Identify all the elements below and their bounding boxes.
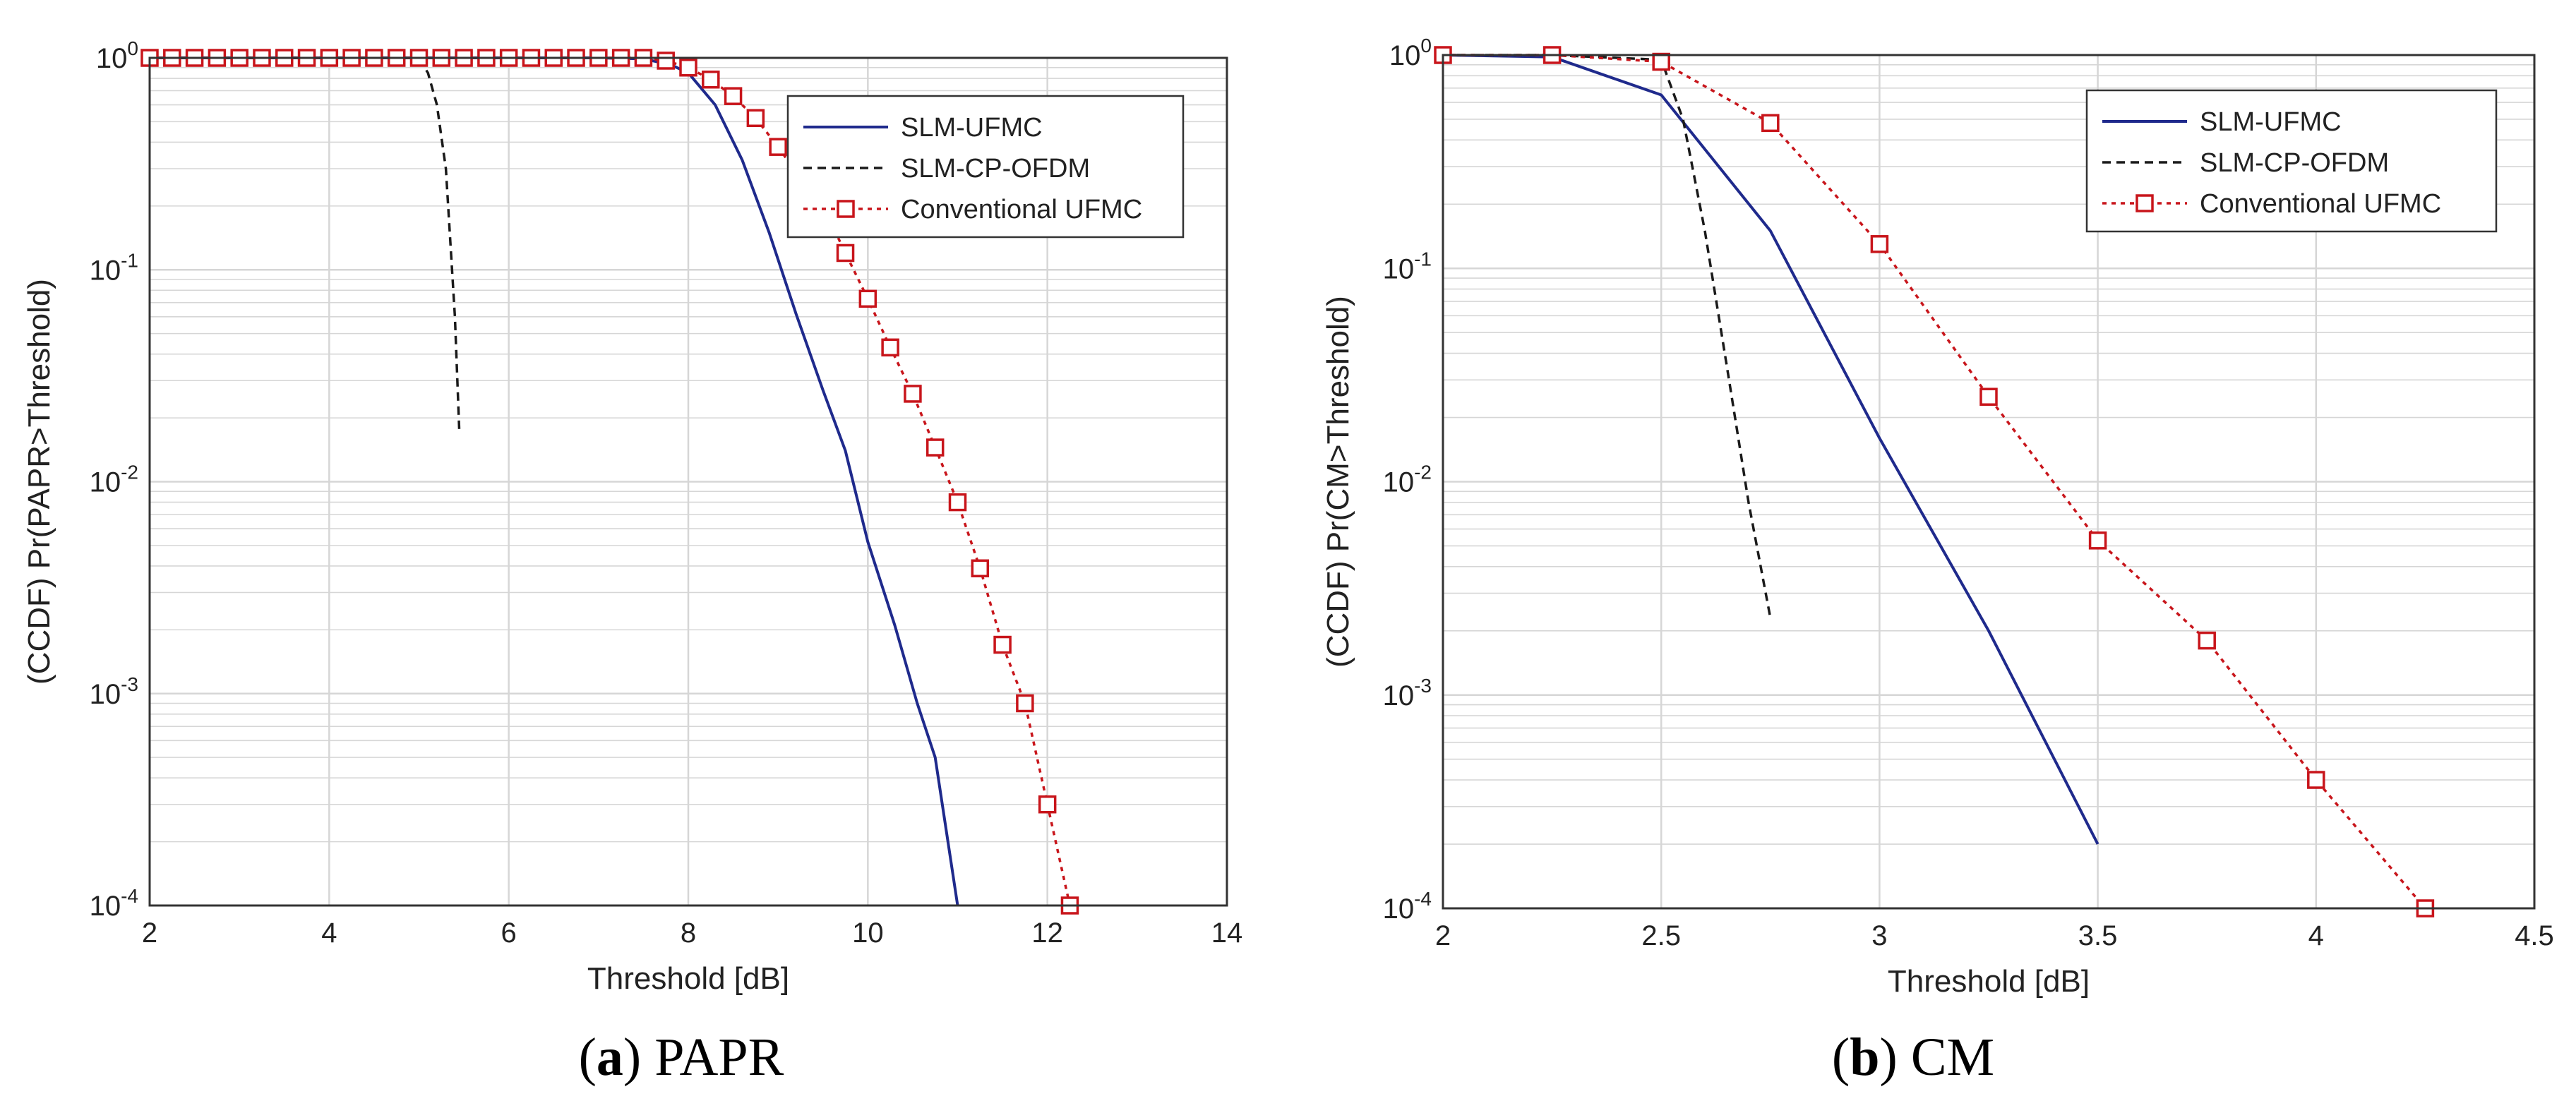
legend-entry: SLM-UFMC xyxy=(901,113,1043,143)
data-point xyxy=(1016,694,1034,713)
y-tick-label: 10-3 xyxy=(90,673,138,710)
x-tick-label: 2.5 xyxy=(1641,920,1681,951)
data-point xyxy=(1652,52,1670,71)
data-point xyxy=(769,138,787,156)
legend-entry: SLM-UFMC xyxy=(2200,107,2342,137)
legend: SLM-UFMC SLM-CP-OFDM Conventional UFMC xyxy=(786,95,1185,239)
data-point xyxy=(948,493,967,512)
caption-b: (b) CM xyxy=(1831,1028,1995,1087)
legend: SLM-UFMC SLM-CP-OFDM Conventional UFMC xyxy=(2085,89,2498,233)
data-point xyxy=(724,87,743,105)
x-axis-label: Threshold [dB] xyxy=(1888,964,2090,999)
y-axis-label: (CCDF) Pr(PAPR>Threshold) xyxy=(22,279,56,685)
legend-entry: SLM-CP-OFDM xyxy=(901,154,1090,184)
y-tick-label: 10-2 xyxy=(90,462,138,498)
legend-entry: Conventional UFMC xyxy=(901,195,1142,224)
x-tick-label: 4.5 xyxy=(2515,920,2554,951)
y-tick-label: 10-2 xyxy=(1383,462,1432,498)
x-tick-label: 2 xyxy=(142,918,157,949)
grid xyxy=(148,58,1228,907)
x-tick-label: 3.5 xyxy=(2078,920,2118,951)
y-tick-label: 10-3 xyxy=(1383,675,1432,711)
data-point xyxy=(971,559,990,578)
data-point xyxy=(2198,631,2216,650)
y-tick-label: 10-1 xyxy=(90,249,138,286)
data-point xyxy=(925,438,945,457)
data-point xyxy=(746,109,765,128)
y-tick-label: 10-4 xyxy=(1383,888,1432,925)
y-tick-label: 10-1 xyxy=(1383,248,1432,284)
legend-marker xyxy=(2135,194,2154,212)
x-tick-label: 6 xyxy=(501,918,517,949)
data-point xyxy=(1038,795,1057,814)
axes-frame xyxy=(1442,54,2536,910)
data-point xyxy=(1761,114,1780,133)
x-tick-label: 4 xyxy=(2308,920,2324,951)
data-point xyxy=(1870,235,1889,253)
legend-marker xyxy=(837,200,855,218)
data-point xyxy=(904,385,922,403)
data-point xyxy=(2088,531,2107,550)
y-tick-label: 100 xyxy=(1389,35,1432,71)
data-point xyxy=(2307,771,2325,789)
x-tick-label: 3 xyxy=(1871,920,1887,951)
data-point xyxy=(993,635,1012,654)
data-point xyxy=(657,52,675,70)
x-tick-label: 4 xyxy=(321,918,337,949)
y-tick-label: 100 xyxy=(96,37,138,74)
y-tick-label: 10-4 xyxy=(90,885,138,922)
x-axis-label: Threshold [dB] xyxy=(587,961,789,996)
legend-entry: Conventional UFMC xyxy=(2200,189,2441,219)
caption-a: (a) PAPR xyxy=(578,1028,784,1087)
data-point xyxy=(679,58,697,77)
x-tick-label: 10 xyxy=(852,918,884,949)
x-tick-label: 14 xyxy=(1211,918,1243,949)
axes-frame xyxy=(148,56,1228,907)
data-point xyxy=(836,243,855,263)
series-line-conventional-ufmc xyxy=(1443,54,2426,910)
y-axis-label: (CCDF) Pr(CM>Threshold) xyxy=(1321,296,1355,668)
legend-entry: SLM-CP-OFDM xyxy=(2200,148,2389,178)
data-point xyxy=(881,338,899,357)
chart-cm: 2 2.5 3 3.5 4 4.5 10-4 10-3 10-2 10-1 100 Threshold… xyxy=(1321,35,2554,999)
data-point xyxy=(702,70,720,89)
x-tick-label: 12 xyxy=(1031,918,1063,949)
chart-papr: 2 4 6 8 10 12 14 10-4 10-3 10-2 10-1 100 Threshold [… xyxy=(22,37,1242,996)
data-point xyxy=(858,289,877,308)
x-tick-label: 8 xyxy=(681,918,696,949)
data-point xyxy=(1979,387,1998,406)
legend-box xyxy=(2085,89,2498,233)
x-tick-label: 2 xyxy=(1435,920,1451,951)
